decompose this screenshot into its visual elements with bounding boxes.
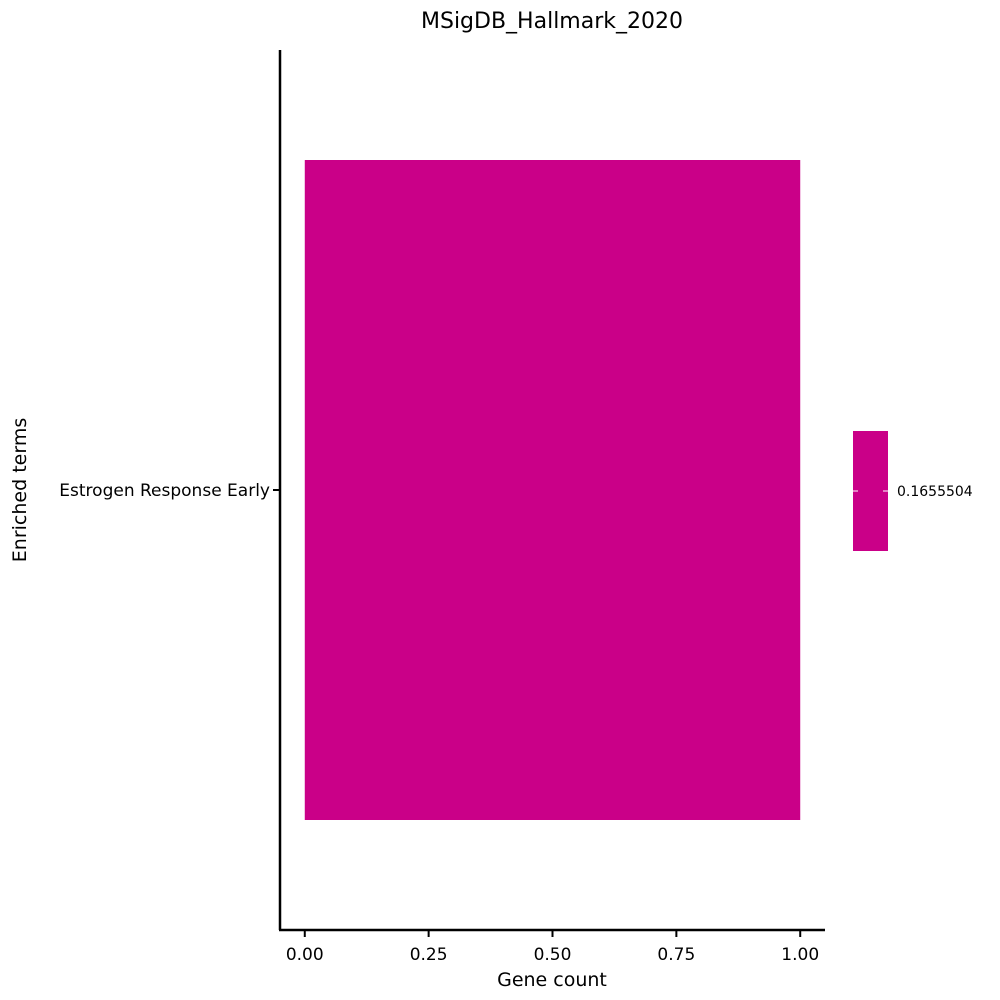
- y-ticks: Estrogen Response Early: [59, 481, 280, 501]
- x-tick-label: 0.50: [534, 945, 572, 965]
- chart-title: MSigDB_Hallmark_2020: [421, 9, 683, 34]
- x-tick-label: 0.25: [410, 945, 448, 965]
- colorbar-tick-label: 0.1655504: [897, 484, 973, 500]
- x-tick-label: 0.00: [286, 945, 324, 965]
- y-axis-label: Enriched terms: [9, 418, 31, 562]
- x-tick-label: 1.00: [781, 945, 819, 965]
- x-tick-label: 0.75: [657, 945, 695, 965]
- bar-group: [304, 160, 801, 820]
- bar: [304, 160, 801, 820]
- x-axis-label: Gene count: [497, 969, 607, 991]
- x-ticks: 0.00 0.25 0.50 0.75 1.00: [286, 930, 819, 965]
- colorbar: 0.1655504: [853, 431, 973, 551]
- y-tick-label: Estrogen Response Early: [59, 481, 270, 501]
- colorbar-swatch: [853, 431, 888, 551]
